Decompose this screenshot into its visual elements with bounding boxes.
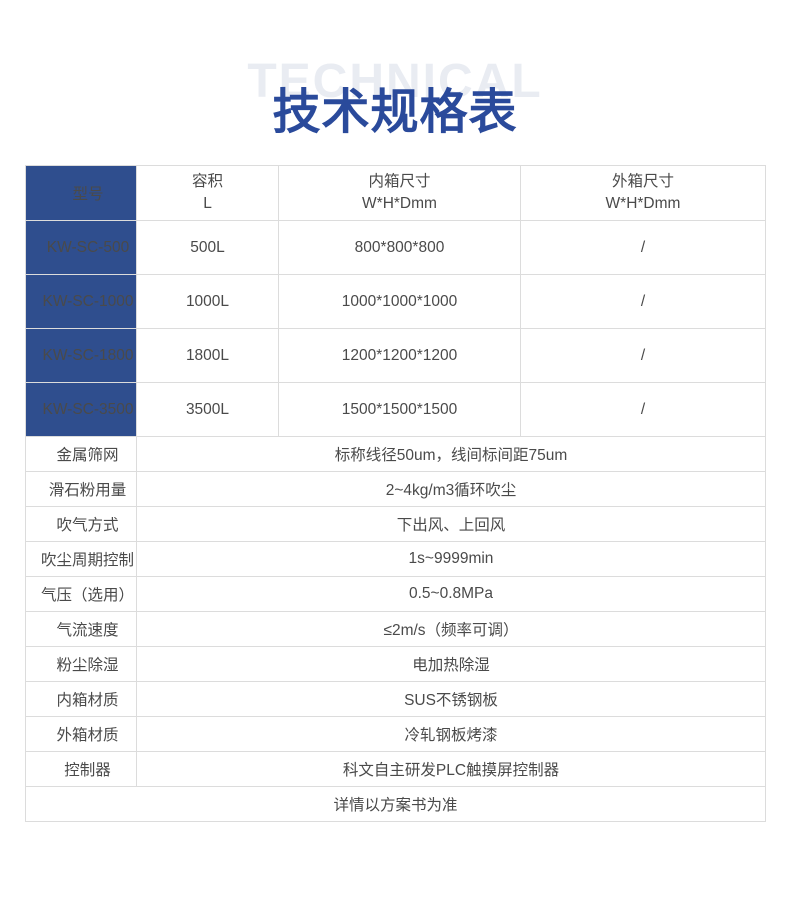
footer-note: 详情以方案书为准 xyxy=(25,786,766,822)
table-row: 吹尘周期控制 1s~9999min xyxy=(25,541,766,577)
spec-value: ≤2m/s（频率可调） xyxy=(136,611,766,647)
model-name: KW-SC-3500 xyxy=(25,382,137,437)
table-row: 气流速度 ≤2m/s（频率可调） xyxy=(25,611,766,647)
spec-value: 科文自主研发PLC触摸屏控制器 xyxy=(136,751,766,787)
spec-value: 2~4kg/m3循环吹尘 xyxy=(136,471,766,507)
capacity-value: 3500L xyxy=(136,382,279,437)
header-capacity-line1: 容积 xyxy=(191,172,223,190)
table-row: KW-SC-1800 1800L 1200*1200*1200 / xyxy=(25,328,766,383)
spec-value: 标称线径50um，线间标间距75um xyxy=(136,436,766,472)
table-row: KW-SC-1000 1000L 1000*1000*1000 / xyxy=(25,274,766,329)
outer-size-value: / xyxy=(520,382,766,437)
table-footer-row: 详情以方案书为准 xyxy=(25,786,766,822)
capacity-value: 1000L xyxy=(136,274,279,329)
spec-label: 外箱材质 xyxy=(25,716,137,752)
spec-label: 吹尘周期控制 xyxy=(25,541,137,577)
table-row: 控制器 科文自主研发PLC触摸屏控制器 xyxy=(25,751,766,787)
spec-table-wrap: 型号 容积 L 内箱尺寸 W*H*Dmm 外箱尺寸 W*H*Dmm xyxy=(25,165,766,822)
header-capacity-line2: L xyxy=(203,195,212,212)
capacity-value: 500L xyxy=(136,220,279,275)
header-inner-size: 内箱尺寸 W*H*Dmm xyxy=(278,165,521,221)
header-outer-size: 外箱尺寸 W*H*Dmm xyxy=(520,165,766,221)
spec-label: 滑石粉用量 xyxy=(25,471,137,507)
model-name: KW-SC-500 xyxy=(25,220,137,275)
table-row: 金属筛网 标称线径50um，线间标间距75um xyxy=(25,436,766,472)
spec-value: SUS不锈钢板 xyxy=(136,681,766,717)
model-name: KW-SC-1000 xyxy=(25,274,137,329)
table-row: 滑石粉用量 2~4kg/m3循环吹尘 xyxy=(25,471,766,507)
table-row: 气压（选用） 0.5~0.8MPa xyxy=(25,576,766,612)
table-row: 粉尘除湿 电加热除湿 xyxy=(25,646,766,682)
title-block: TECHNICAL 技术规格表 xyxy=(0,0,790,165)
header-model: 型号 xyxy=(25,165,137,221)
capacity-value: 1800L xyxy=(136,328,279,383)
table-row: 吹气方式 下出风、上回风 xyxy=(25,506,766,542)
page-title: 技术规格表 xyxy=(272,86,518,139)
spec-label: 气压（选用） xyxy=(25,576,137,612)
table-header-row: 型号 容积 L 内箱尺寸 W*H*Dmm 外箱尺寸 W*H*Dmm xyxy=(25,165,766,221)
header-inner-line1: 内箱尺寸 xyxy=(368,172,431,190)
table-row: KW-SC-3500 3500L 1500*1500*1500 / xyxy=(25,382,766,437)
spec-label: 控制器 xyxy=(25,751,137,787)
spec-value: 下出风、上回风 xyxy=(136,506,766,542)
table-row: 内箱材质 SUS不锈钢板 xyxy=(25,681,766,717)
spec-value: 冷轧钢板烤漆 xyxy=(136,716,766,752)
inner-size-value: 1200*1200*1200 xyxy=(278,328,521,383)
model-name: KW-SC-1800 xyxy=(25,328,137,383)
spec-table: 型号 容积 L 内箱尺寸 W*H*Dmm 外箱尺寸 W*H*Dmm xyxy=(25,165,766,822)
spec-label: 金属筛网 xyxy=(25,436,137,472)
inner-size-value: 1000*1000*1000 xyxy=(278,274,521,329)
spec-label: 气流速度 xyxy=(25,611,137,647)
spec-value: 0.5~0.8MPa xyxy=(136,576,766,612)
inner-size-value: 1500*1500*1500 xyxy=(278,382,521,437)
outer-size-value: / xyxy=(520,274,766,329)
header-capacity: 容积 L xyxy=(136,165,279,221)
header-outer-line1: 外箱尺寸 xyxy=(611,172,674,190)
spec-label: 吹气方式 xyxy=(25,506,137,542)
spec-label: 内箱材质 xyxy=(25,681,137,717)
watermark-text: TECHNICAL xyxy=(247,55,543,108)
spec-value: 1s~9999min xyxy=(136,541,766,577)
header-inner-line2: W*H*Dmm xyxy=(362,195,437,212)
header-outer-line2: W*H*Dmm xyxy=(605,195,681,212)
outer-size-value: / xyxy=(520,220,766,275)
inner-size-value: 800*800*800 xyxy=(278,220,521,275)
outer-size-value: / xyxy=(520,328,766,383)
table-row: 外箱材质 冷轧钢板烤漆 xyxy=(25,716,766,752)
spec-value: 电加热除湿 xyxy=(136,646,766,682)
table-row: KW-SC-500 500L 800*800*800 / xyxy=(25,220,766,275)
spec-label: 粉尘除湿 xyxy=(25,646,137,682)
